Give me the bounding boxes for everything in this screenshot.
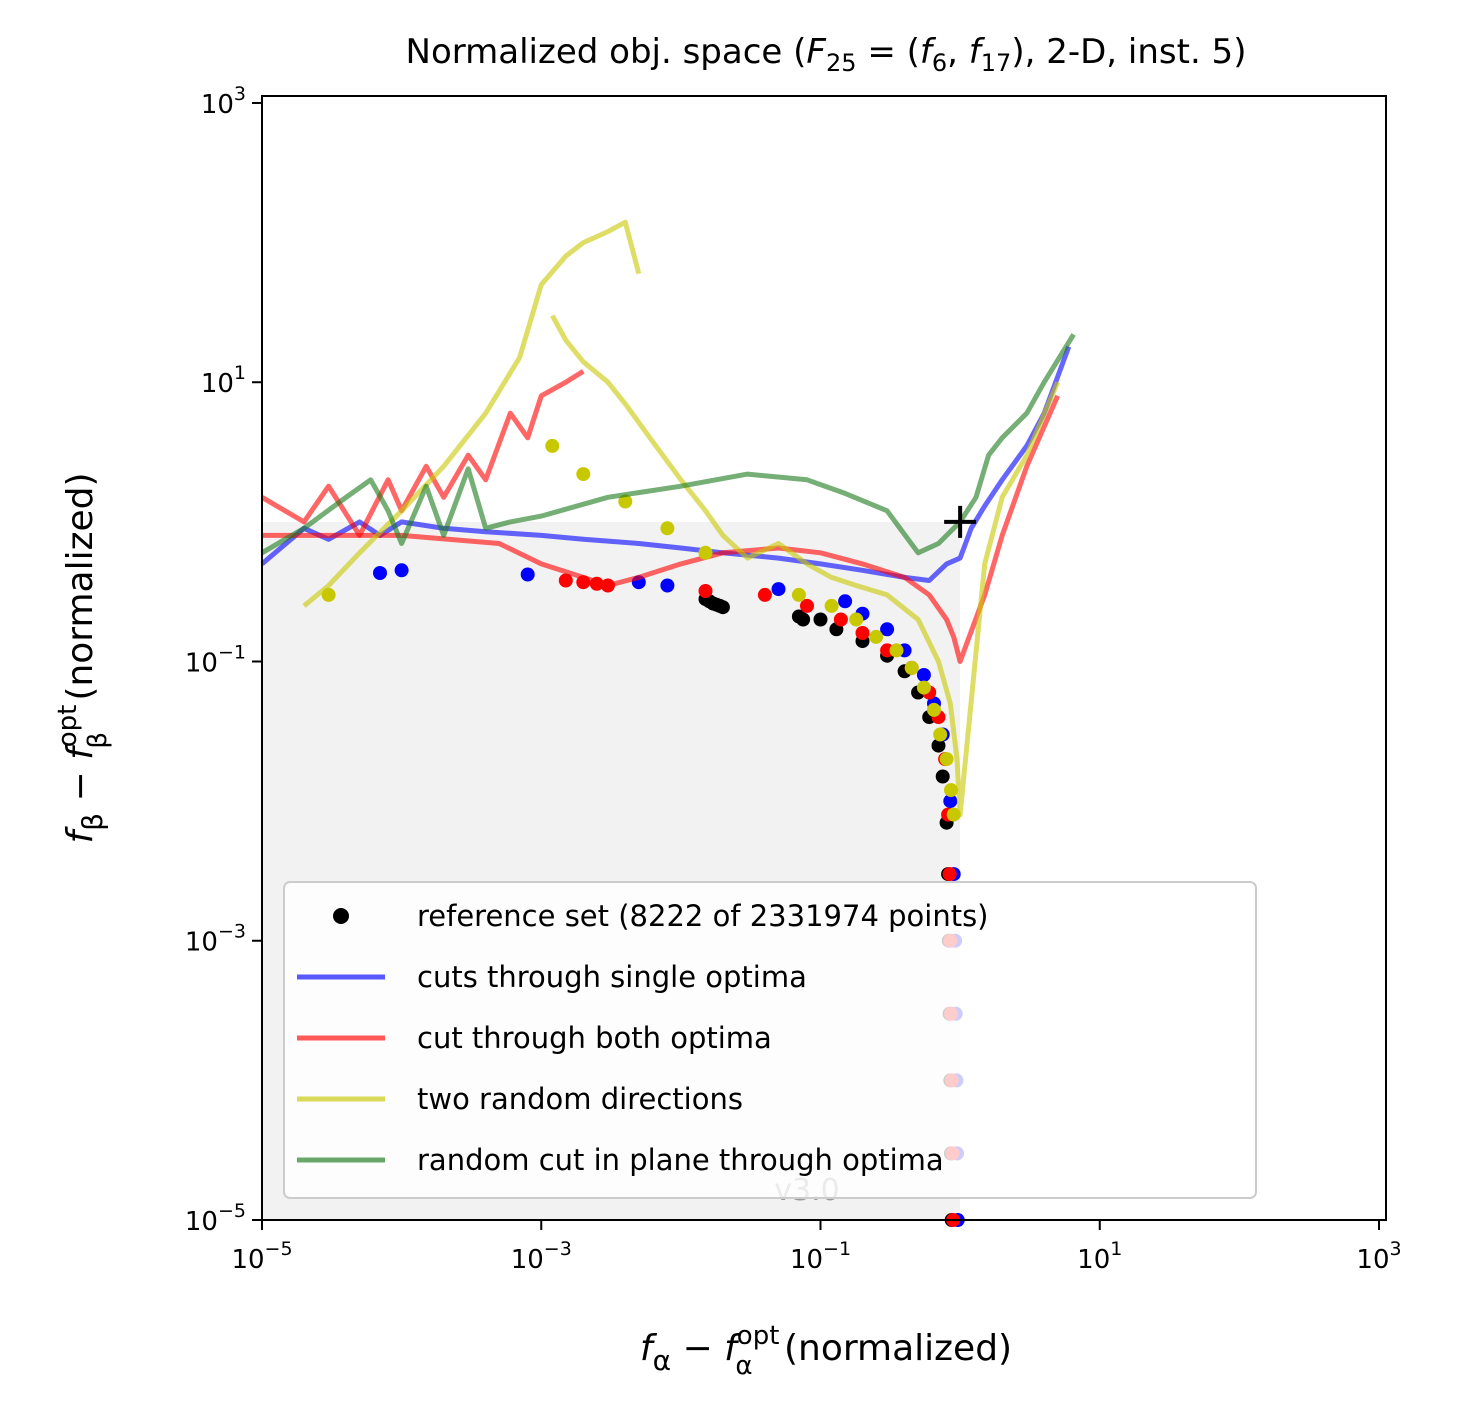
data-point-5-5 [757, 587, 772, 602]
data-point-8-3 [618, 494, 633, 509]
data-point-5-2 [589, 576, 604, 591]
nadir-marker-layer [944, 505, 977, 538]
legend-entries: reference set (8222 of 2331974 points) cu… [297, 899, 989, 1177]
data-point-8-4 [660, 521, 675, 536]
x-axis: 10−5 10−3 10−1 101 103 [231, 1220, 1402, 1275]
legend-swatch-0 [333, 908, 349, 924]
data-point-8-1 [545, 438, 560, 453]
legend-label-3: two random directions [417, 1082, 743, 1116]
data-point-8-7 [824, 598, 839, 613]
series-line-3 [260, 369, 585, 538]
data-point-2-13 [943, 794, 958, 809]
plot-frame [261, 95, 1387, 1221]
data-point-8-8 [849, 612, 864, 627]
x-tick-label-4: 103 [1356, 1238, 1401, 1275]
series-line-4 [262, 394, 1060, 664]
x-tick-label-1: 10−3 [511, 1238, 572, 1275]
legend-label-0: reference set (8222 of 2331974 points) [417, 899, 989, 933]
data-point-2-8 [880, 622, 895, 637]
x-tick-label-3: 101 [1077, 1238, 1122, 1275]
y-tick-label-1: 10−3 [185, 921, 246, 958]
data-point-8-14 [933, 727, 948, 742]
data-point-2-1 [394, 563, 409, 578]
data-point-8-5 [698, 545, 713, 560]
series-line-6 [302, 219, 642, 608]
y-axis-label: fβ − foptβ (normalized) [53, 472, 113, 843]
data-point-2-6 [838, 594, 853, 609]
data-point-8-2 [576, 467, 591, 482]
data-point-2-5 [771, 582, 786, 597]
data-point-5-0 [558, 573, 573, 588]
nadir-plus-marker [944, 505, 977, 538]
legend-label-1: cuts through single optima [417, 960, 807, 994]
legend-label-2: cut through both optima [417, 1021, 772, 1055]
y-tick-label-2: 10−1 [185, 641, 246, 678]
legend-box [283, 881, 1257, 1199]
y-tick-label-0: 10−5 [185, 1200, 246, 1237]
legend-label-4: random cut in plane through optima [417, 1143, 944, 1177]
data-point-8-16 [944, 783, 958, 798]
data-point-8-9 [869, 629, 884, 644]
x-tick-label-0: 10−5 [231, 1238, 292, 1275]
data-point-0-7 [796, 612, 811, 627]
x-axis-label: fα − fopt α (normalized) [640, 1321, 1012, 1381]
data-point-8-0 [321, 587, 336, 602]
data-point-2-2 [520, 567, 535, 582]
y-axis: 10−5 10−3 10−1 101 103 [185, 83, 262, 1237]
data-point-5-7 [833, 612, 848, 627]
data-point-5-8 [855, 626, 870, 640]
data-point-5-4 [698, 584, 713, 598]
data-point-2-0 [373, 566, 387, 580]
data-point-0-16 [935, 769, 950, 784]
data-point-8-17 [946, 807, 961, 822]
data-point-8-11 [904, 660, 919, 675]
data-point-5-3 [600, 578, 615, 593]
data-point-8-12 [916, 680, 931, 695]
data-point-5-6 [800, 598, 814, 613]
data-point-0-5 [715, 600, 730, 615]
data-point-2-10 [916, 668, 931, 682]
series-layer [260, 219, 1076, 1227]
y-tick-label-3: 101 [201, 362, 246, 399]
series-line-9 [260, 333, 1076, 556]
data-point-5-1 [576, 575, 591, 590]
data-point-0-8 [813, 612, 828, 627]
data-point-5-15 [942, 867, 957, 882]
legend: reference set (8222 of 2331974 points) cu… [283, 881, 1257, 1199]
data-point-8-10 [889, 643, 904, 658]
data-point-8-13 [927, 702, 941, 717]
data-point-8-15 [939, 752, 954, 767]
series-line-7 [550, 314, 1061, 818]
chart-title: Normalized obj. space (F25 = (f6, f17), … [406, 32, 1247, 77]
x-tick-label-2: 10−1 [790, 1238, 851, 1275]
data-point-2-4 [660, 578, 675, 593]
data-point-0-15 [931, 738, 946, 753]
y-tick-label-4: 103 [201, 83, 246, 120]
data-point-8-6 [791, 587, 806, 602]
